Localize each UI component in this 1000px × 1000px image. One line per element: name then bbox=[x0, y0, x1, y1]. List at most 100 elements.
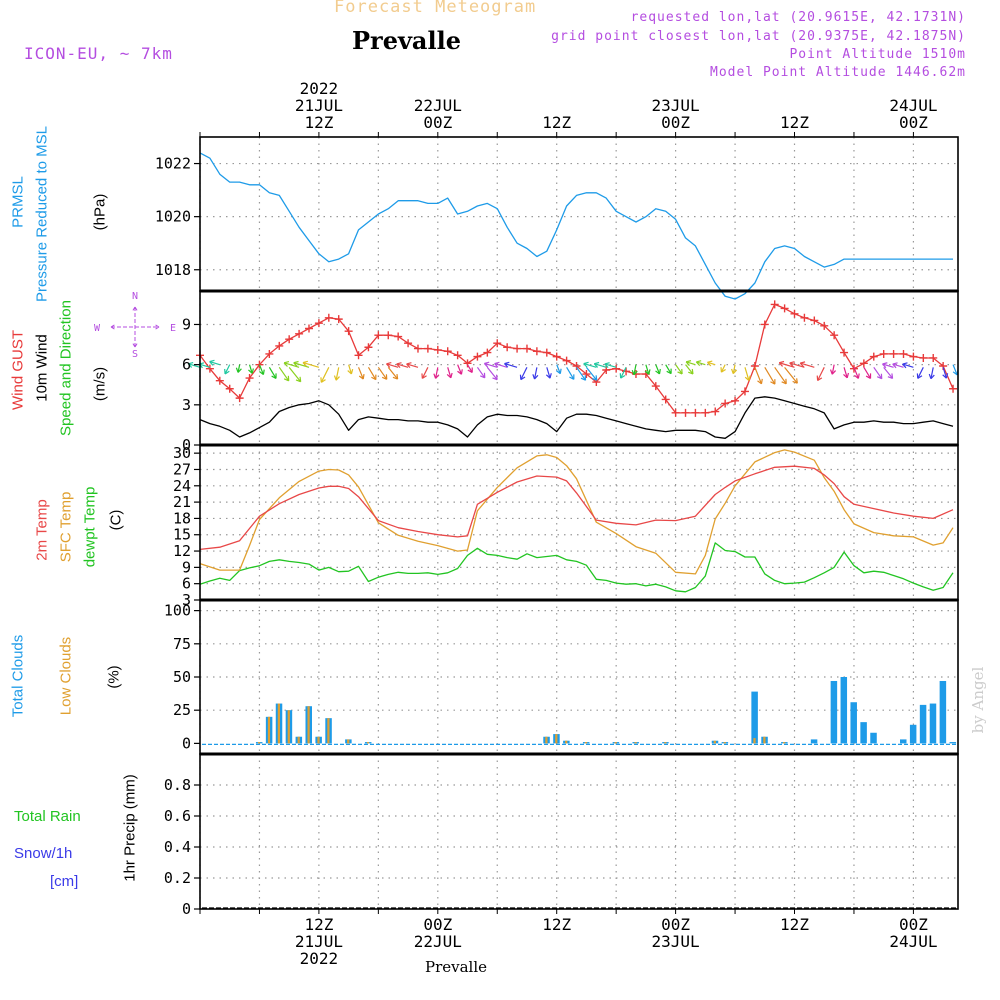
x-tick-label: 00Z bbox=[423, 113, 452, 132]
compass-east-label: E bbox=[170, 323, 176, 334]
gust-point-marker bbox=[503, 343, 512, 352]
compass-icon: N S W E bbox=[94, 291, 176, 360]
low-cloud-bar bbox=[783, 742, 786, 744]
total-clouds-label: Total Clouds bbox=[9, 634, 27, 718]
gust-point-marker bbox=[830, 331, 839, 340]
x-tick-label: 12Z bbox=[542, 113, 571, 132]
low-cloud-bar bbox=[713, 740, 716, 744]
y-tick-label: 0.2 bbox=[164, 869, 191, 887]
wind-direction-arrow bbox=[467, 364, 473, 373]
credit-watermark: by Angel bbox=[969, 666, 987, 734]
compass-south-label: S bbox=[132, 349, 138, 360]
y-tick-label: 1018 bbox=[155, 261, 191, 279]
wind-unit-label: (m/s) bbox=[91, 366, 109, 402]
wind-direction-arrow bbox=[928, 367, 935, 380]
wind-direction-arrow bbox=[302, 360, 320, 368]
gust-point-marker bbox=[423, 344, 432, 353]
gust-point-marker bbox=[840, 348, 849, 357]
gust-point-marker bbox=[671, 408, 680, 417]
total-cloud-bar bbox=[919, 704, 927, 744]
wind-10m-label: 10m Wind bbox=[33, 334, 51, 402]
wind-direction-arrow bbox=[952, 364, 959, 376]
gust-point-marker bbox=[334, 315, 343, 324]
wind-direction-arrow bbox=[347, 364, 354, 375]
wind-direction-arrow bbox=[387, 366, 399, 380]
wind-direction-arrow bbox=[268, 367, 277, 379]
wind-direction-arrow bbox=[644, 364, 651, 375]
wind-direction-arrow bbox=[367, 367, 377, 381]
low-cloud-bar bbox=[555, 734, 558, 744]
total-cloud-bar bbox=[909, 724, 917, 744]
y-tick-label: 9 bbox=[182, 315, 191, 333]
wind-direction-arrow bbox=[799, 361, 815, 368]
wind-direction-arrow bbox=[504, 361, 518, 368]
x-tick-label: 00Z bbox=[423, 915, 452, 934]
total-cloud-bar bbox=[751, 691, 758, 744]
y-tick-label: 15 bbox=[173, 526, 191, 544]
10m-wind-series-line bbox=[199, 396, 954, 439]
gust-point-marker bbox=[820, 321, 829, 330]
gust-point-marker bbox=[235, 394, 244, 403]
low-cloud-bar bbox=[545, 736, 548, 744]
gust-point-marker bbox=[304, 324, 313, 333]
panel-frame bbox=[199, 444, 959, 601]
low-cloud-bar bbox=[307, 706, 310, 744]
x-tick-label: 12Z bbox=[542, 915, 571, 934]
2m-temp-series-line bbox=[199, 465, 954, 551]
wind-direction-arrow bbox=[853, 367, 860, 379]
y-tick-label: 0 bbox=[182, 436, 191, 454]
gust-point-marker bbox=[285, 335, 294, 344]
wind-direction-arrow bbox=[902, 362, 914, 369]
wind-direction-arrow bbox=[829, 364, 837, 375]
gust-point-marker bbox=[582, 370, 591, 379]
gust-point-marker bbox=[889, 349, 898, 358]
x-tick-label: 22JUL bbox=[414, 932, 462, 951]
wind-direction-arrow bbox=[754, 367, 763, 385]
gust-point-marker bbox=[473, 352, 482, 361]
gust-point-marker bbox=[453, 351, 462, 360]
y-tick-label: 24 bbox=[173, 477, 191, 495]
gust-point-marker bbox=[324, 313, 333, 322]
model-name: ICON-EU, ~ 7km bbox=[24, 44, 173, 63]
low-cloud-bar bbox=[763, 736, 766, 744]
wind-direction-arrow bbox=[583, 361, 597, 368]
total-cloud-bar bbox=[939, 680, 947, 744]
total-cloud-bar bbox=[860, 722, 867, 744]
compass-west-label: W bbox=[94, 323, 101, 334]
gust-point-marker bbox=[661, 395, 670, 404]
wind-direction-arrow bbox=[187, 362, 201, 368]
x-tick-label: 12Z bbox=[780, 915, 809, 934]
station-name: Prevalle bbox=[352, 26, 461, 55]
wind-direction-arrow bbox=[235, 364, 242, 373]
wind-direction-arrow bbox=[585, 366, 598, 381]
gust-point-marker bbox=[949, 384, 958, 393]
wind-direction-arrow bbox=[457, 364, 463, 375]
y-tick-label: 6 bbox=[182, 356, 191, 374]
wind-direction-arrow bbox=[406, 362, 419, 369]
gust-point-marker bbox=[899, 349, 908, 358]
gust-point-marker bbox=[344, 327, 353, 336]
wind-direction-arrow bbox=[433, 367, 440, 379]
wind-direction-arrow bbox=[483, 361, 498, 368]
gust-point-marker bbox=[245, 374, 254, 383]
gust-point-marker bbox=[572, 361, 581, 370]
low-cloud-bar bbox=[634, 742, 637, 744]
y-tick-label: 18 bbox=[173, 509, 191, 527]
low-clouds-label: Low Clouds bbox=[57, 636, 75, 716]
x-tick-label: 00Z bbox=[661, 915, 690, 934]
wind-direction-arrow bbox=[333, 367, 340, 381]
y-tick-label: 0.6 bbox=[164, 807, 191, 825]
wind-direction-arrow bbox=[778, 360, 795, 368]
total-cloud-bar bbox=[929, 703, 937, 744]
wind-direction-arrow bbox=[545, 367, 552, 379]
footer-station-name: Prevalle bbox=[425, 958, 488, 976]
pressure-label-prmsl: PRMSL bbox=[9, 176, 27, 228]
temp-sfc-label: SFC Temp bbox=[57, 491, 75, 563]
gust-point-marker bbox=[681, 408, 690, 417]
gust-point-marker bbox=[443, 347, 452, 356]
gust-point-marker bbox=[384, 331, 393, 340]
sfc-temp-series-line bbox=[199, 449, 954, 575]
chart-supertitle: Forecast Meteogram bbox=[334, 0, 537, 17]
gust-point-marker bbox=[295, 329, 304, 338]
wind-direction-arrow bbox=[784, 366, 798, 384]
